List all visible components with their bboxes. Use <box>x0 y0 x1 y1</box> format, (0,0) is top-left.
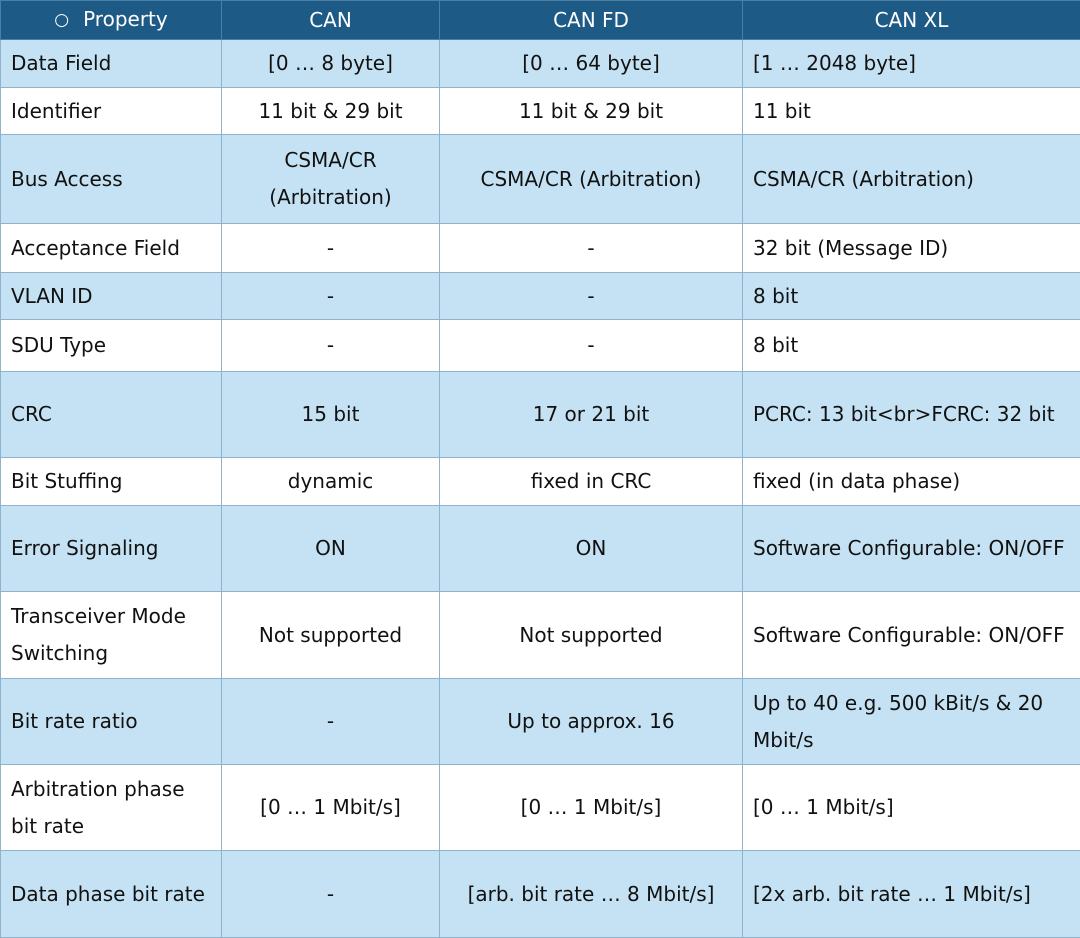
can-cell: - <box>222 224 440 273</box>
property-cell: VLAN ID <box>1 273 222 320</box>
property-cell: Arbitration phase bit rate <box>1 765 222 851</box>
property-cell: Bit Stuffing <box>1 458 222 506</box>
canxl-cell: 8 bit <box>743 320 1080 372</box>
table-row: Data phase bit rate - [arb. bit rate … 8… <box>1 851 1080 938</box>
table-row: Error Signaling ON ON Software Configura… <box>1 506 1080 592</box>
table-row: Data Field [0 … 8 byte] [0 … 64 byte] [1… <box>1 40 1080 88</box>
property-cell: Bit rate ratio <box>1 679 222 765</box>
property-cell: Data phase bit rate <box>1 851 222 938</box>
header-can: CAN <box>222 1 440 40</box>
property-cell: Bus Access <box>1 135 222 224</box>
header-row: ○ Property CAN CAN FD CAN XL <box>1 1 1080 40</box>
table-row: SDU Type - - 8 bit <box>1 320 1080 372</box>
canfd-cell: fixed in CRC <box>440 458 743 506</box>
canfd-cell: Not supported <box>440 592 743 679</box>
can-cell: [0 … 1 Mbit/s] <box>222 765 440 851</box>
table-row: Bit rate ratio - Up to approx. 16 Up to … <box>1 679 1080 765</box>
canxl-cell: Software Configurable: ON/OFF <box>743 506 1080 592</box>
property-cell: SDU Type <box>1 320 222 372</box>
canxl-cell: Software Configurable: ON/OFF <box>743 592 1080 679</box>
header-property-label: Property <box>83 7 168 31</box>
can-cell: [0 … 8 byte] <box>222 40 440 88</box>
canxl-cell: 32 bit (Message ID) <box>743 224 1080 273</box>
canxl-cell: [0 … 1 Mbit/s] <box>743 765 1080 851</box>
canxl-cell: 11 bit <box>743 88 1080 135</box>
header-property: ○ Property <box>1 1 222 40</box>
table-row: Bus Access CSMA/CR (Arbitration) CSMA/CR… <box>1 135 1080 224</box>
canxl-cell: Up to 40 e.g. 500 kBit/s & 20 Mbit/s <box>743 679 1080 765</box>
can-cell: - <box>222 679 440 765</box>
canxl-cell: [2x arb. bit rate … 1 Mbit/s] <box>743 851 1080 938</box>
can-cell: CSMA/CR (Arbitration) <box>222 135 440 224</box>
canxl-cell: PCRC: 13 bit<br>FCRC: 32 bit <box>743 372 1080 458</box>
property-cell: Data Field <box>1 40 222 88</box>
header-canfd: CAN FD <box>440 1 743 40</box>
canfd-cell: 11 bit & 29 bit <box>440 88 743 135</box>
canxl-cell: [1 … 2048 byte] <box>743 40 1080 88</box>
canfd-cell: - <box>440 224 743 273</box>
can-cell: Not supported <box>222 592 440 679</box>
canfd-cell: CSMA/CR (Arbitration) <box>440 135 743 224</box>
table-row: Bit Stuffing dynamic fixed in CRC fixed … <box>1 458 1080 506</box>
table-row: Arbitration phase bit rate [0 … 1 Mbit/s… <box>1 765 1080 851</box>
canfd-cell: [0 … 1 Mbit/s] <box>440 765 743 851</box>
table-row: Acceptance Field - - 32 bit (Message ID) <box>1 224 1080 273</box>
table-row: Identifier 11 bit & 29 bit 11 bit & 29 b… <box>1 88 1080 135</box>
canxl-cell: 8 bit <box>743 273 1080 320</box>
can-cell: 15 bit <box>222 372 440 458</box>
canfd-cell: - <box>440 273 743 320</box>
canxl-cell: CSMA/CR (Arbitration) <box>743 135 1080 224</box>
can-cell: - <box>222 273 440 320</box>
can-cell: ON <box>222 506 440 592</box>
table-row: Transceiver Mode Switching Not supported… <box>1 592 1080 679</box>
canfd-cell: - <box>440 320 743 372</box>
property-cell: Transceiver Mode Switching <box>1 592 222 679</box>
canxl-cell: fixed (in data phase) <box>743 458 1080 506</box>
canfd-cell: [arb. bit rate … 8 Mbit/s] <box>440 851 743 938</box>
can-cell: - <box>222 851 440 938</box>
bullet-icon: ○ <box>54 10 69 30</box>
canfd-cell: Up to approx. 16 <box>440 679 743 765</box>
table-row: VLAN ID - - 8 bit <box>1 273 1080 320</box>
table-row: CRC 15 bit 17 or 21 bit PCRC: 13 bit<br>… <box>1 372 1080 458</box>
header-canxl: CAN XL <box>743 1 1080 40</box>
can-cell: 11 bit & 29 bit <box>222 88 440 135</box>
property-cell: CRC <box>1 372 222 458</box>
property-cell: Identifier <box>1 88 222 135</box>
canfd-cell: 17 or 21 bit <box>440 372 743 458</box>
property-cell: Acceptance Field <box>1 224 222 273</box>
can-cell: - <box>222 320 440 372</box>
can-cell: dynamic <box>222 458 440 506</box>
canfd-cell: [0 … 64 byte] <box>440 40 743 88</box>
canfd-cell: ON <box>440 506 743 592</box>
property-cell: Error Signaling <box>1 506 222 592</box>
